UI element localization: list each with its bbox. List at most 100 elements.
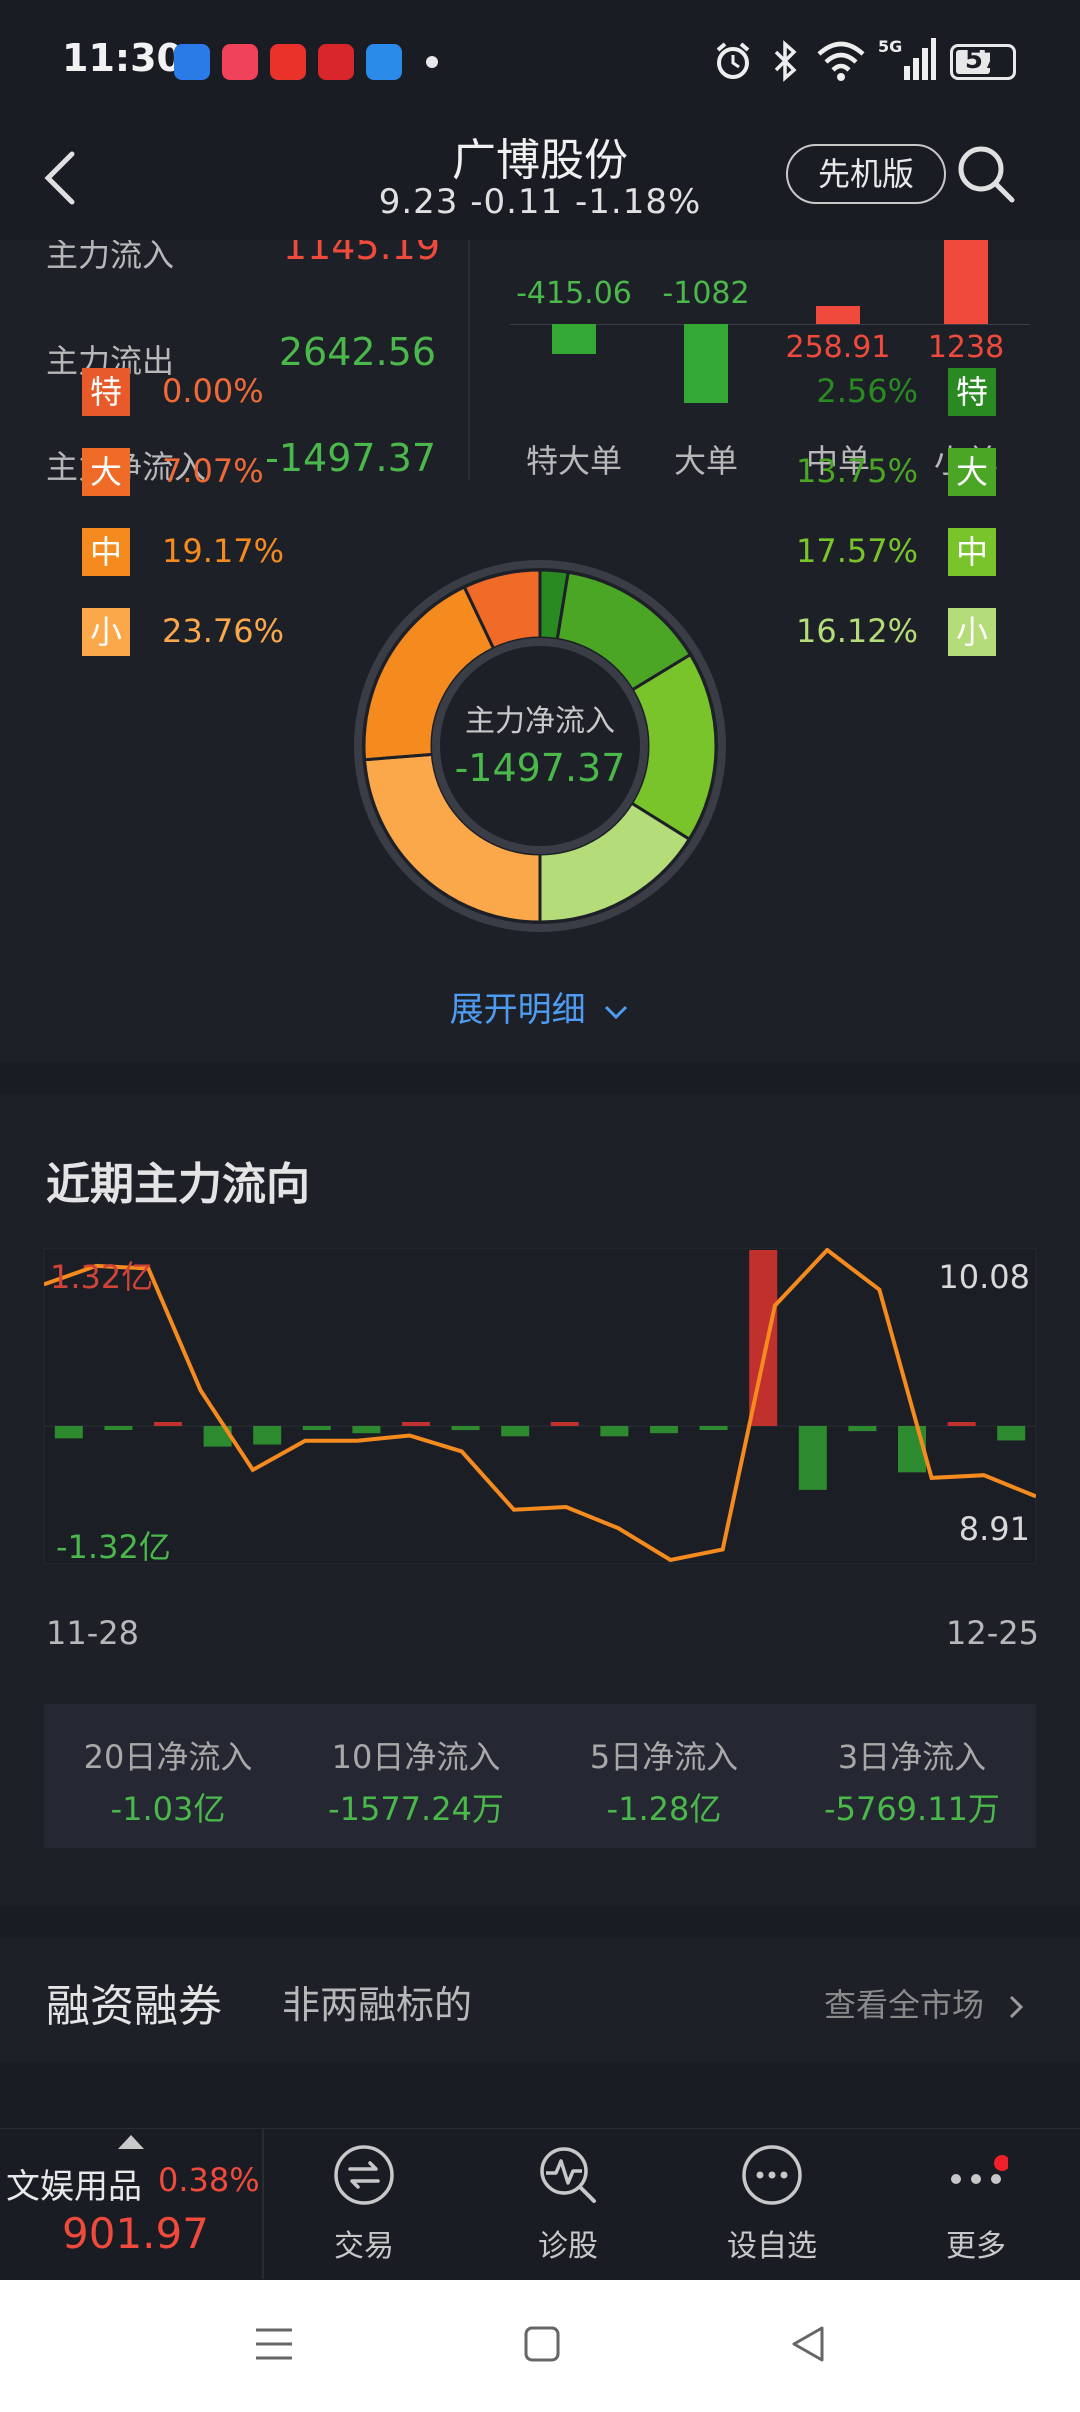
line-max-label: 10.08 xyxy=(938,1258,1030,1296)
legend-tag: 特 xyxy=(82,368,130,416)
order-bar-value: -415.06 xyxy=(516,276,632,311)
nav-add-watchlist-label: 设自选 xyxy=(727,2229,817,2264)
flow-bar xyxy=(501,1426,530,1437)
net-inflow-value: -1497.37 xyxy=(265,436,436,480)
menu-icon[interactable] xyxy=(254,2324,294,2364)
sector-value: 901.97 xyxy=(62,2209,209,2258)
recent-flow-title: 近期主力流向 xyxy=(46,1159,310,1210)
stock-price: 9.23 xyxy=(378,182,459,222)
stock-title: 广博股份 xyxy=(452,135,628,186)
search-icon[interactable] xyxy=(954,142,1018,206)
recent-flow-section: 近期主力流向 1.32亿 -1.32亿 10.08 8.91 11-28 12-25 … xyxy=(0,1094,1080,1906)
chevron-right-icon xyxy=(1010,1995,1024,2019)
order-bar-value: 1238 xyxy=(927,330,1005,365)
toutiao-icon xyxy=(270,44,306,80)
stock-change-pct: -1.18% xyxy=(575,182,702,222)
legend-percent: 7.07% xyxy=(162,452,264,490)
legend-percent: 13.75% xyxy=(795,452,918,490)
line-min-label: 8.91 xyxy=(959,1510,1030,1548)
expand-details-label: 展开明细 xyxy=(449,990,586,1030)
outflow-value: 2642.56 xyxy=(278,330,436,374)
sector-quote-button[interactable]: 文娱用品 0.38% 901.97 xyxy=(0,2129,262,2279)
stat-label: 5日净流入 xyxy=(589,1738,739,1776)
stat-value: -1577.24万 xyxy=(328,1790,504,1828)
flow-bar xyxy=(550,1422,579,1426)
flow-bar xyxy=(302,1426,331,1430)
flow-bar xyxy=(650,1426,678,1434)
bar-baseline xyxy=(510,324,1030,325)
wifi-icon xyxy=(817,41,865,81)
price-line xyxy=(44,1248,1036,1563)
svg-text:5G: 5G xyxy=(878,37,902,56)
legend-tag: 小 xyxy=(82,608,130,656)
stat-label: 10日净流入 xyxy=(331,1738,501,1776)
back-icon[interactable] xyxy=(788,2324,828,2364)
battery-icon: 57 xyxy=(950,44,1016,80)
sector-change-pct: 0.38% xyxy=(158,2161,260,2199)
nav-diagnose[interactable]: 诊股 xyxy=(488,2143,648,2265)
stat-value: -5769.11万 xyxy=(824,1790,1000,1828)
x-end-label: 12-25 xyxy=(946,1614,1039,1652)
flow-bar xyxy=(54,1426,83,1439)
order-bar xyxy=(684,324,728,403)
margin-title: 融资融券 xyxy=(46,1981,222,2032)
order-bar-label: 大单 xyxy=(673,442,738,480)
flow-bar xyxy=(848,1426,877,1432)
browser-icon xyxy=(174,44,210,80)
bluetooth-icon xyxy=(774,40,797,82)
home-icon[interactable] xyxy=(522,2324,562,2364)
autohome-icon xyxy=(366,44,402,80)
legend-tag: 特 xyxy=(948,368,996,416)
flow-bar xyxy=(947,1422,976,1426)
legend-percent: 2.56% xyxy=(816,372,918,410)
caret-up-icon xyxy=(118,2135,144,2149)
stock-change: -0.11 xyxy=(470,182,564,222)
flow-bar xyxy=(451,1426,480,1431)
nav-more[interactable]: 更多 xyxy=(896,2143,1056,2265)
order-bar-value: -1082 xyxy=(662,276,750,311)
pilot-version-button[interactable]: 先机版 xyxy=(786,144,946,204)
capital-flow-section: 主力流入 1145.19 主力流出 2642.56 主力净流入 -1497.37… xyxy=(0,240,1080,1062)
legend-tag: 中 xyxy=(948,528,996,576)
bar-max-label: 1.32亿 xyxy=(50,1258,153,1296)
order-bar-value: 258.91 xyxy=(785,330,891,365)
nav-diagnose-label: 诊股 xyxy=(538,2229,598,2264)
flow-bar xyxy=(154,1422,182,1426)
back-arrow-icon[interactable] xyxy=(40,148,80,208)
legend-tag: 小 xyxy=(948,608,996,656)
flow-bar xyxy=(798,1426,827,1490)
divider xyxy=(468,240,470,480)
order-bar xyxy=(816,306,860,324)
legend-percent: 19.17% xyxy=(162,532,285,570)
diagnose-icon xyxy=(540,2147,596,2203)
nav-more-label: 更多 xyxy=(946,2229,1006,2264)
legend-percent: 16.12% xyxy=(795,612,918,650)
legend-tag: 大 xyxy=(82,448,130,496)
view-all-market-label: 查看全市场 xyxy=(824,1986,985,2024)
nav-trade-label: 交易 xyxy=(334,2229,394,2264)
nav-trade[interactable]: 交易 xyxy=(284,2143,444,2265)
inflow-value: 1145.19 xyxy=(282,240,440,268)
flow-bar xyxy=(253,1426,282,1445)
stat-label: 3日净流入 xyxy=(837,1738,987,1776)
bar-min-label: -1.32亿 xyxy=(56,1528,171,1564)
view-all-market-link[interactable]: 查看全市场 xyxy=(824,1980,1026,2026)
flow-bar xyxy=(203,1426,232,1447)
order-bar-label: 中单 xyxy=(805,442,870,480)
notification-dot-icon xyxy=(426,56,438,68)
more-icon xyxy=(951,2155,1008,2184)
order-bar xyxy=(552,324,596,355)
nav-add-watchlist[interactable]: 设自选 xyxy=(692,2143,852,2265)
sector-name: 文娱用品 xyxy=(6,2167,142,2207)
bottom-toolbar: 文娱用品 0.38% 901.97 交易 诊股 设自选 xyxy=(0,2128,1080,2279)
flow-bar xyxy=(600,1426,629,1437)
expand-details-link[interactable]: 展开明细 xyxy=(0,982,1080,1031)
margin-trading-section: 融资融券 非两融标的 查看全市场 xyxy=(0,1938,1080,2062)
order-bar-label: 特大单 xyxy=(525,442,622,480)
stock-quote: 9.23 -0.11 -1.18% xyxy=(0,182,1080,222)
status-bar: 11:30 5G 57 xyxy=(0,0,1080,120)
video-icon xyxy=(222,44,258,80)
flow-bar xyxy=(997,1426,1026,1441)
donut-center-label: 主力净流入 xyxy=(465,704,615,739)
flow-bar xyxy=(402,1422,430,1426)
